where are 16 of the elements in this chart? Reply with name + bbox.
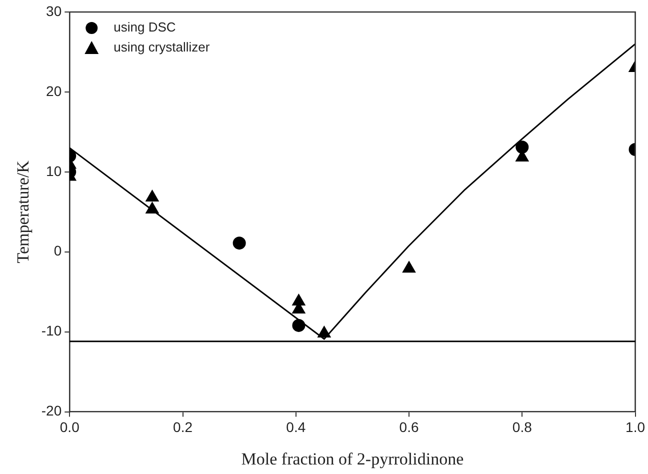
y-tick-label: 0 [54,242,62,259]
legend-label: using DSC [114,20,176,35]
x-tick-label: 0.0 [60,419,80,436]
x-tick-label: 0.2 [173,419,193,436]
x-tick-label: 0.4 [286,419,306,436]
y-tick-label: -20 [41,402,62,419]
y-tick-label: -10 [41,322,62,339]
x-tick-label: 1.0 [626,419,646,436]
y-axis-title: Temperature/K [14,160,33,264]
y-tick-label: 30 [46,2,62,19]
y-tick-label: 20 [46,82,62,99]
x-tick-label: 0.6 [399,419,419,436]
y-tick-label: 10 [46,162,62,179]
x-axis-title: Mole fraction of 2-pyrrolidinone [241,449,464,468]
legend-label: using crystallizer [114,40,210,55]
x-tick-label: 0.8 [512,419,532,436]
